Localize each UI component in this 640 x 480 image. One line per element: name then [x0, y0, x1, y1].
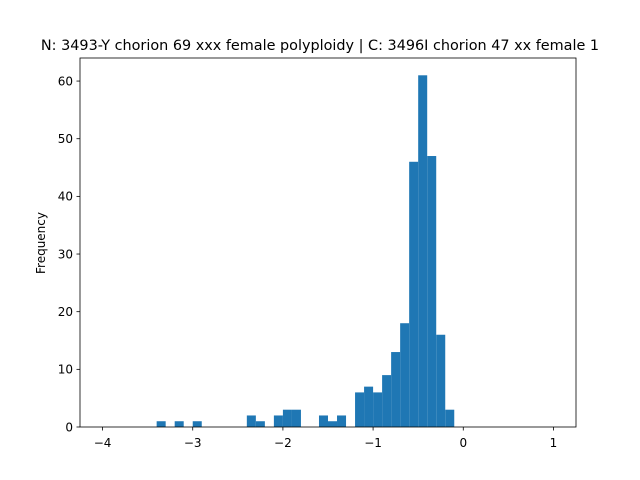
x-axis: −4 −3 −2 −1 0 1: [94, 427, 558, 450]
chart-title: N: 3493-Y chorion 69 xxx female polyploi…: [41, 38, 599, 54]
histogram-bar: [291, 409, 301, 427]
x-tick-label: 0: [459, 436, 467, 450]
y-tick-label: 60: [58, 74, 73, 88]
histogram-bar: [427, 156, 437, 427]
histogram-bar: [328, 421, 338, 427]
histogram-bar: [156, 421, 166, 427]
y-tick-label: 0: [65, 420, 73, 434]
x-tick-label: 1: [550, 436, 558, 450]
x-tick-label: −2: [274, 436, 292, 450]
histogram-bar: [409, 161, 419, 427]
x-tick-label: −3: [184, 436, 202, 450]
histogram-bar: [192, 421, 202, 427]
y-axis: 0 10 20 30 40 50 60: [58, 74, 80, 434]
histogram-bar: [318, 415, 328, 427]
histogram-bar: [282, 409, 292, 427]
histogram-bar: [418, 75, 428, 427]
x-tick-label: −1: [364, 436, 382, 450]
bars-group: [156, 75, 455, 427]
x-tick-label: −4: [94, 436, 112, 450]
plot-frame: [79, 57, 577, 428]
histogram-bar: [337, 415, 347, 427]
y-axis-label: Frequency: [34, 212, 48, 274]
histogram-bar: [391, 352, 401, 427]
histogram-bar: [382, 375, 392, 427]
histogram-bar: [273, 415, 283, 427]
histogram-bar: [174, 421, 184, 427]
histogram-bar: [436, 334, 446, 427]
histogram-bar: [445, 409, 455, 427]
histogram-bar: [364, 386, 374, 427]
histogram-bar: [246, 415, 256, 427]
histogram-bar: [400, 323, 410, 427]
y-tick-label: 50: [58, 132, 73, 146]
y-tick-label: 20: [58, 305, 73, 319]
histogram-bar: [373, 392, 383, 427]
y-tick-label: 30: [58, 247, 73, 261]
histogram-bar: [255, 421, 265, 427]
histogram-bar: [355, 392, 365, 427]
y-tick-label: 10: [58, 363, 73, 377]
y-tick-label: 40: [58, 190, 73, 204]
